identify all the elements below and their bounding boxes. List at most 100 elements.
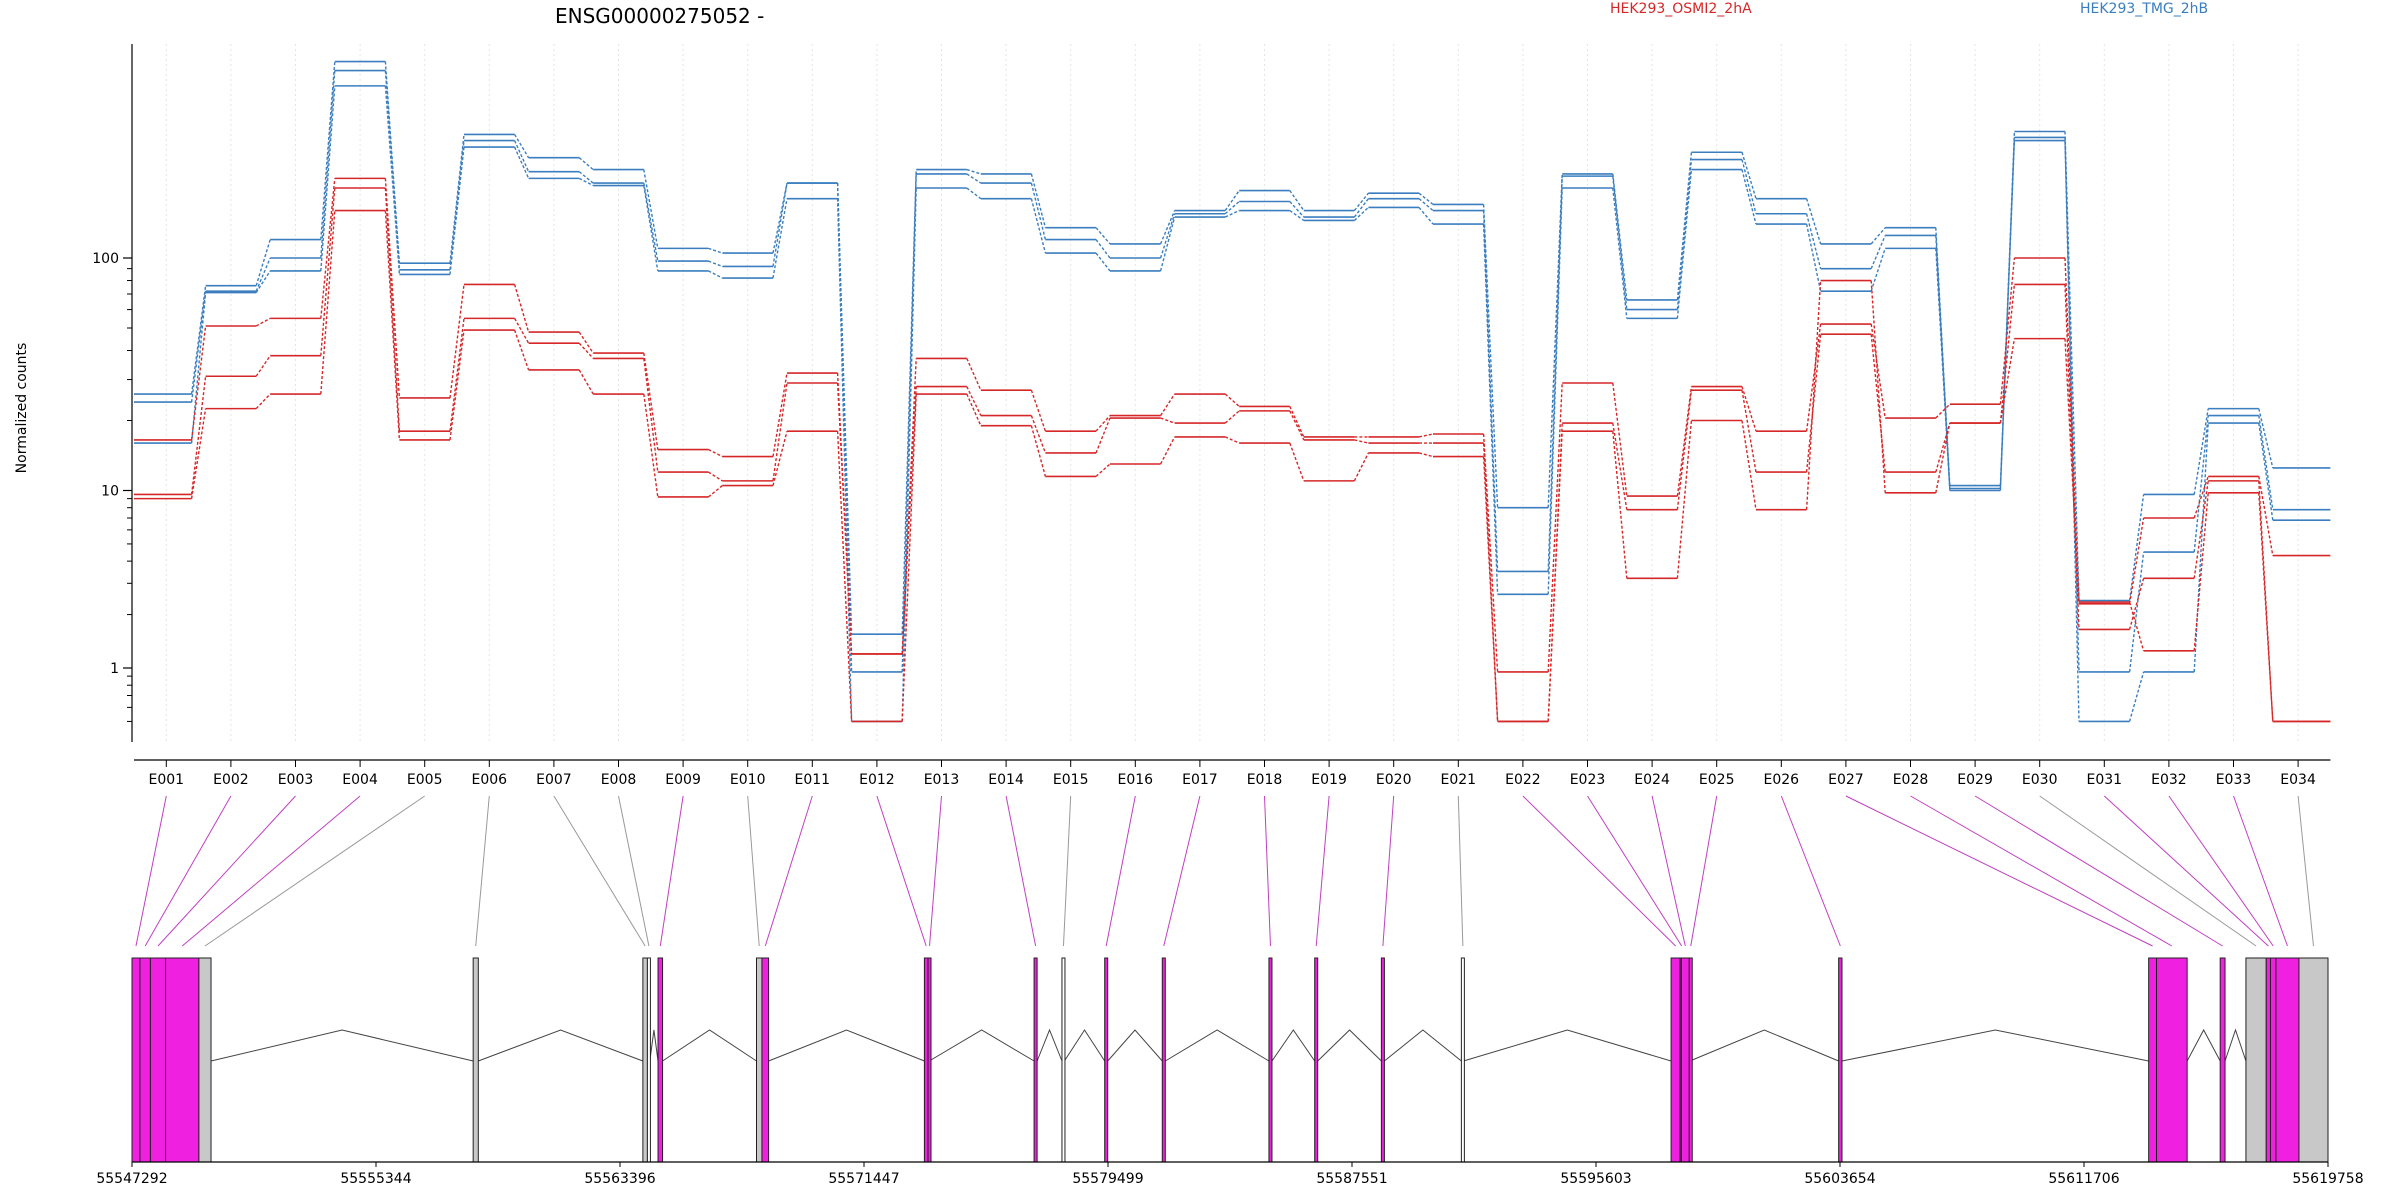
y-tick-label: 1 [110,661,119,677]
genome-tick-label: 55595603 [1560,1171,1631,1187]
x-tick-label: E021 [1441,772,1477,788]
exon-block [1061,957,1066,1163]
genome-coordinate-axis: 55547292 55555344 55563396 55571447 55579499… [96,1161,2364,1187]
exon-connector [1651,795,1686,947]
exon-connector [618,795,650,947]
x-tick-label: E025 [1699,772,1735,788]
exon-block [1314,957,1319,1163]
x-tick-label: E014 [988,772,1024,788]
exon-block [923,957,929,1163]
exon-block [2245,957,2267,1163]
genome-tick-label: 55619758 [2292,1171,2363,1187]
series-transition [190,210,2274,722]
grid-lines [165,44,2299,742]
exon-block [1838,957,1843,1163]
exon-block [1380,957,1385,1163]
x-tick-label: E018 [1247,772,1283,788]
y-tick-label: 10 [101,484,119,500]
exon-connector [929,795,942,947]
exon-connector [2103,795,2269,947]
exon-block [2265,957,2271,1163]
exon-block [2156,957,2188,1163]
intron [1463,1029,1672,1062]
exon-block [1670,957,1681,1163]
intron [1036,1028,1063,1062]
x-tick-label: E010 [730,772,766,788]
intron [928,1029,1035,1062]
x-tick-label: E029 [1957,772,1993,788]
exon-block [1033,957,1038,1163]
x-tick-label: E015 [1053,772,1089,788]
x-tick-label: E033 [2216,772,2252,788]
x-tick-label: E016 [1118,772,1154,788]
intron [1317,1029,1382,1062]
intron [768,1029,925,1062]
series-transition [190,178,2274,672]
exon-block [2275,957,2300,1163]
x-tick-label: E024 [1634,772,1670,788]
exon-block [1688,957,1693,1163]
exon-connector [181,795,361,947]
exon-block [198,957,212,1163]
x-tick-label: E013 [924,772,960,788]
exon-block [1161,957,1166,1163]
intron [1165,1029,1270,1062]
genome-tick-label: 55603654 [1804,1171,1875,1187]
x-tick-label: E034 [2280,772,2316,788]
exon-block [646,957,651,1163]
exon-block [2219,957,2226,1163]
genome-tick-label: 55579499 [1072,1171,1143,1187]
exon-connector [1845,795,2153,947]
exon-connector [1105,795,1136,947]
exon-connector [747,795,760,947]
genome-tick-label: 55571447 [828,1171,899,1187]
series-osmi2 [134,209,2331,723]
intron [1384,1029,1462,1062]
exon-block [165,957,200,1163]
x-tick-label: E028 [1893,772,1929,788]
exon-connector [764,795,813,947]
genome-tick-label: 55611706 [2048,1171,2119,1187]
x-tick-label: E032 [2151,772,2187,788]
exon-connector [1163,795,1201,947]
exon-connector [2297,795,2314,947]
x-tick-label: E022 [1505,772,1541,788]
exon-block [139,957,151,1163]
intron [1063,1029,1106,1062]
intron [1841,1029,2149,1062]
legend-entry-tmg: HEK293_TMG_2hB [2080,1,2208,17]
x-tick-label: E030 [2022,772,2058,788]
exon-connector [1457,795,1464,947]
intron [2224,1028,2247,1062]
x-tick-label: E006 [472,772,508,788]
intron [662,1029,757,1062]
exon-block [657,957,664,1163]
exon-connector [135,795,167,947]
exon-connector [475,795,490,947]
exon-connector [2168,795,2274,947]
intron [1271,1029,1316,1062]
x-tick-label: E026 [1764,772,1800,788]
x-tick-label: E020 [1376,772,1412,788]
exon-connector [1690,795,1718,947]
exon-block [1104,957,1109,1163]
legend-entry-osmi2: HEK293_OSMI2_2hA [1610,1,1752,17]
x-tick-label: E023 [1570,772,1606,788]
exon-axis: E001 E002 E003 E004 E005 E006 E007 E008 E009 E010… [134,759,2331,788]
exon-connector-lines [135,795,2314,947]
x-tick-label: E011 [795,772,831,788]
series-transition [190,187,2274,722]
series-tmg [134,85,2331,723]
y-axis: 1 10 100 [92,44,133,742]
genome-tick-label: 55587551 [1316,1171,1387,1187]
exon-block [761,957,770,1163]
intron [649,1029,659,1062]
exon-connector [876,795,927,947]
exon-block [2298,957,2329,1163]
genome-tick-label: 55547292 [96,1171,167,1187]
intron [1689,1029,1839,1062]
y-axis-label: Normalized counts [14,343,30,474]
x-tick-label: E001 [149,772,185,788]
exon-connector [1780,795,1841,947]
